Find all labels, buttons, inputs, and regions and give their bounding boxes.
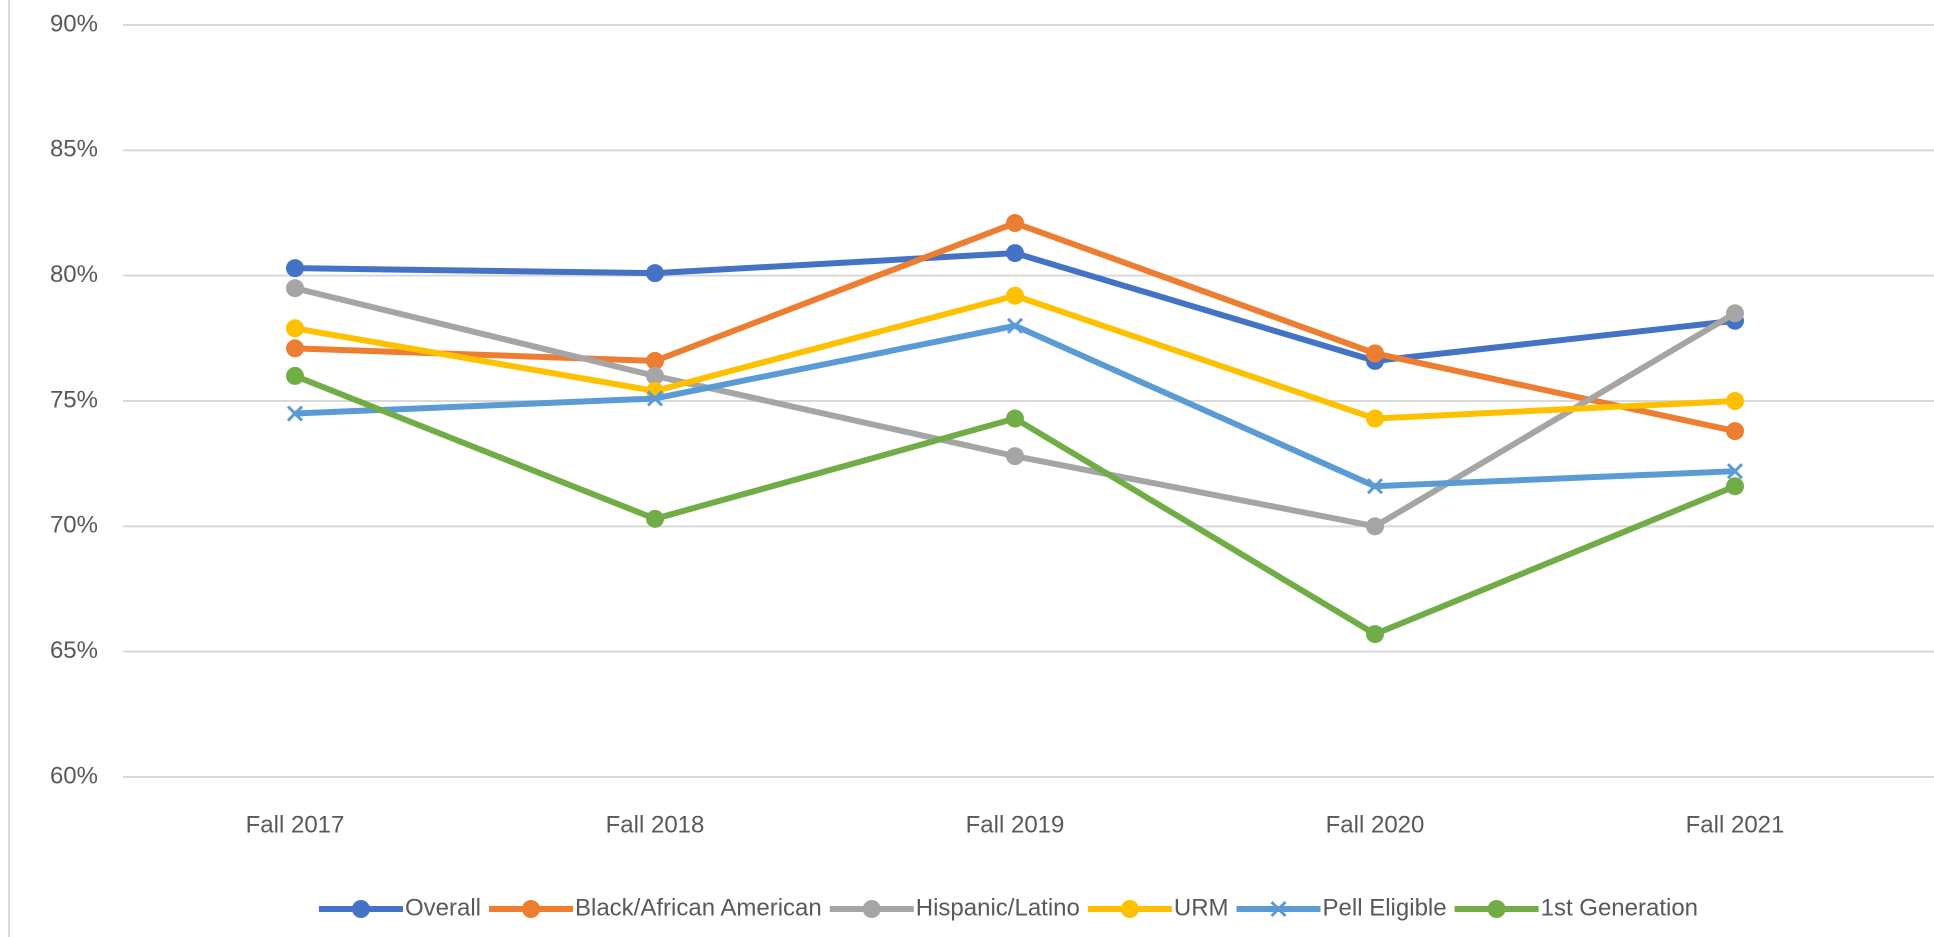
legend-label: Overall (405, 894, 481, 921)
legend-marker (1270, 900, 1287, 918)
data-point (1006, 286, 1024, 305)
legend-label: Hispanic/Latino (916, 894, 1080, 921)
data-point (286, 279, 304, 298)
data-point (1726, 304, 1744, 323)
legend-marker (862, 900, 881, 918)
legend-item: URM (1087, 894, 1229, 921)
legend: Overall Black/African American Hispanic/La… (318, 894, 1698, 921)
data-point (1366, 625, 1384, 644)
data-point (1726, 477, 1744, 496)
data-point (1006, 447, 1024, 466)
data-point (286, 259, 304, 278)
legend-marker (1120, 900, 1139, 918)
data-point (1006, 214, 1024, 233)
legend-item: Overall (318, 894, 481, 921)
data-point (1726, 463, 1744, 480)
data-point (646, 509, 664, 528)
x-tick-label: Fall 2018 (606, 811, 705, 838)
legend-item: 1st Generation (1454, 894, 1698, 921)
data-point (1366, 517, 1384, 536)
data-point (1726, 422, 1744, 441)
y-tick-label: 85% (50, 136, 98, 163)
legend-item: Hispanic/Latino (829, 894, 1080, 921)
legend-label: URM (1174, 894, 1229, 921)
legend-label: Pell Eligible (1323, 894, 1447, 921)
y-tick-label: 90% (50, 10, 98, 37)
x-tick-label: Fall 2017 (246, 811, 345, 838)
legend-marker (521, 900, 540, 918)
data-point (1366, 344, 1384, 363)
legend-marker (351, 900, 370, 918)
data-point (1006, 409, 1024, 428)
data-point (1366, 478, 1384, 495)
legend-label: 1st Generation (1541, 894, 1698, 921)
data-point (1006, 244, 1024, 263)
series-line (294, 250, 1736, 364)
legend-label: Black/African American (575, 894, 822, 921)
data-point (286, 319, 304, 338)
data-point (646, 366, 664, 385)
data-point (1726, 392, 1744, 410)
data-point (1006, 317, 1024, 334)
data-point (286, 366, 304, 385)
data-point (646, 351, 664, 370)
legend-marker (1487, 900, 1506, 918)
data-point (646, 390, 664, 407)
y-tick-label: 70% (50, 512, 98, 539)
x-tick-label: Fall 2020 (1326, 811, 1425, 838)
legend-item: Pell Eligible (1236, 894, 1447, 921)
x-tick-label: Fall 2019 (966, 811, 1065, 838)
x-tick-label: Fall 2021 (1686, 811, 1785, 838)
data-point (1366, 409, 1384, 428)
y-tick-label: 80% (50, 261, 98, 288)
legend-item: Black/African American (488, 894, 822, 921)
y-tick-label: 75% (50, 386, 98, 413)
data-point (646, 264, 664, 283)
y-tick-label: 65% (50, 637, 98, 664)
y-tick-label: 60% (50, 762, 98, 789)
data-point (286, 405, 304, 422)
data-point (286, 339, 304, 358)
